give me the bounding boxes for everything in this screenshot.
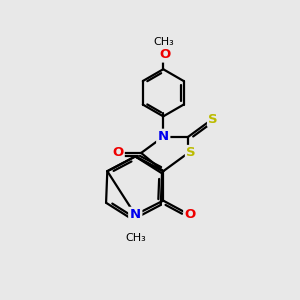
Text: N: N [158,130,169,143]
Text: S: S [208,112,218,126]
Text: N: N [130,208,141,221]
Text: S: S [186,146,196,159]
Text: O: O [112,146,123,159]
Text: CH₃: CH₃ [153,37,174,47]
Text: CH₃: CH₃ [125,233,146,243]
Text: O: O [185,208,196,221]
Text: O: O [159,48,170,61]
